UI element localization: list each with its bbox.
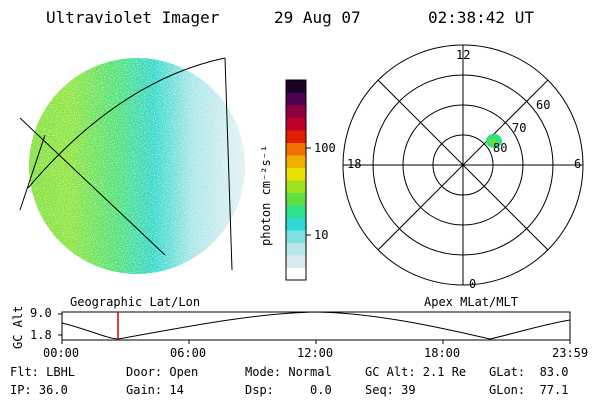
colorbar-segment (286, 242, 306, 256)
status-gain: Gain: 14 (126, 383, 184, 397)
colorbar-segment (286, 192, 306, 206)
colorbar-segment (286, 80, 306, 93)
colorbar-segment (286, 142, 306, 156)
status-filter: Flt: LBHL (10, 365, 76, 379)
status-glon: GLon: 77.1 (489, 383, 569, 397)
instrument-title: Ultraviolet Imager (46, 8, 220, 27)
lat-label-80: 80 (493, 141, 508, 155)
mlt-label-0: 0 (469, 277, 477, 291)
status-ip: IP: 36.0 (10, 383, 68, 397)
status-glat: GLat: 83.0 (489, 365, 569, 379)
colorbar-tick-10: 10 (314, 228, 329, 242)
colorbar-segment (286, 230, 306, 243)
colorbar-segment (286, 267, 306, 281)
status-seq: Seq: 39 (365, 383, 416, 397)
status-dsp: Dsp: 0.0 (245, 383, 332, 397)
timeline-y-label: GC Alt (11, 305, 25, 349)
status-door: Door: Open (126, 365, 199, 379)
colorbar-segment (286, 205, 306, 218)
colorbar-segment (286, 217, 306, 231)
mlt-label-12: 12 (456, 48, 471, 62)
colorbar-unit-label: photon cm⁻²s⁻¹ (259, 144, 273, 246)
colorbar-segment (286, 155, 306, 168)
timeline-ytick-bottom: 1.8 (30, 328, 52, 342)
timeline-xtick-1200: 12:00 (297, 346, 334, 360)
status-mode: Mode: Normal (245, 365, 332, 379)
colorbar-segment (286, 92, 306, 106)
polar-plot (342, 44, 584, 286)
colorbar-segment (286, 105, 306, 118)
lat-label-70: 70 (512, 121, 527, 135)
auroral-spot (486, 134, 502, 148)
mlt-label-6: 6 (574, 157, 582, 171)
timeline-xtick-0600: 06:00 (170, 346, 207, 360)
timeline-right-title: Apex MLat/MLT (424, 295, 518, 309)
colorbar-tick-100: 100 (314, 141, 336, 155)
colorbar-segment (286, 255, 306, 268)
timeline-xtick-0000: 00:00 (43, 346, 80, 360)
colorbar-segment (286, 117, 306, 131)
colorbar-segment (286, 130, 306, 143)
geo-grid-lines (19, 57, 233, 271)
time-label: 02:38:42 UT (428, 8, 534, 27)
timeline-left-title: Geographic Lat/Lon (70, 295, 201, 309)
uv-image-disk (29, 58, 245, 274)
colorbar-segment (286, 167, 306, 181)
timeline-panel (58, 311, 571, 344)
timeline-xtick-2359: 23:59 (552, 346, 589, 360)
status-gc-alt: GC Alt: 2.1 Re (365, 365, 467, 379)
colorbar (285, 79, 311, 281)
timeline-xtick-1800: 18:00 (424, 346, 461, 360)
mlt-label-18: 18 (347, 157, 362, 171)
timeline-ytick-top: 9.0 (30, 306, 52, 320)
date-label: 29 Aug 07 (274, 8, 361, 27)
colorbar-segment (286, 180, 306, 193)
lat-label-60: 60 (536, 98, 551, 112)
